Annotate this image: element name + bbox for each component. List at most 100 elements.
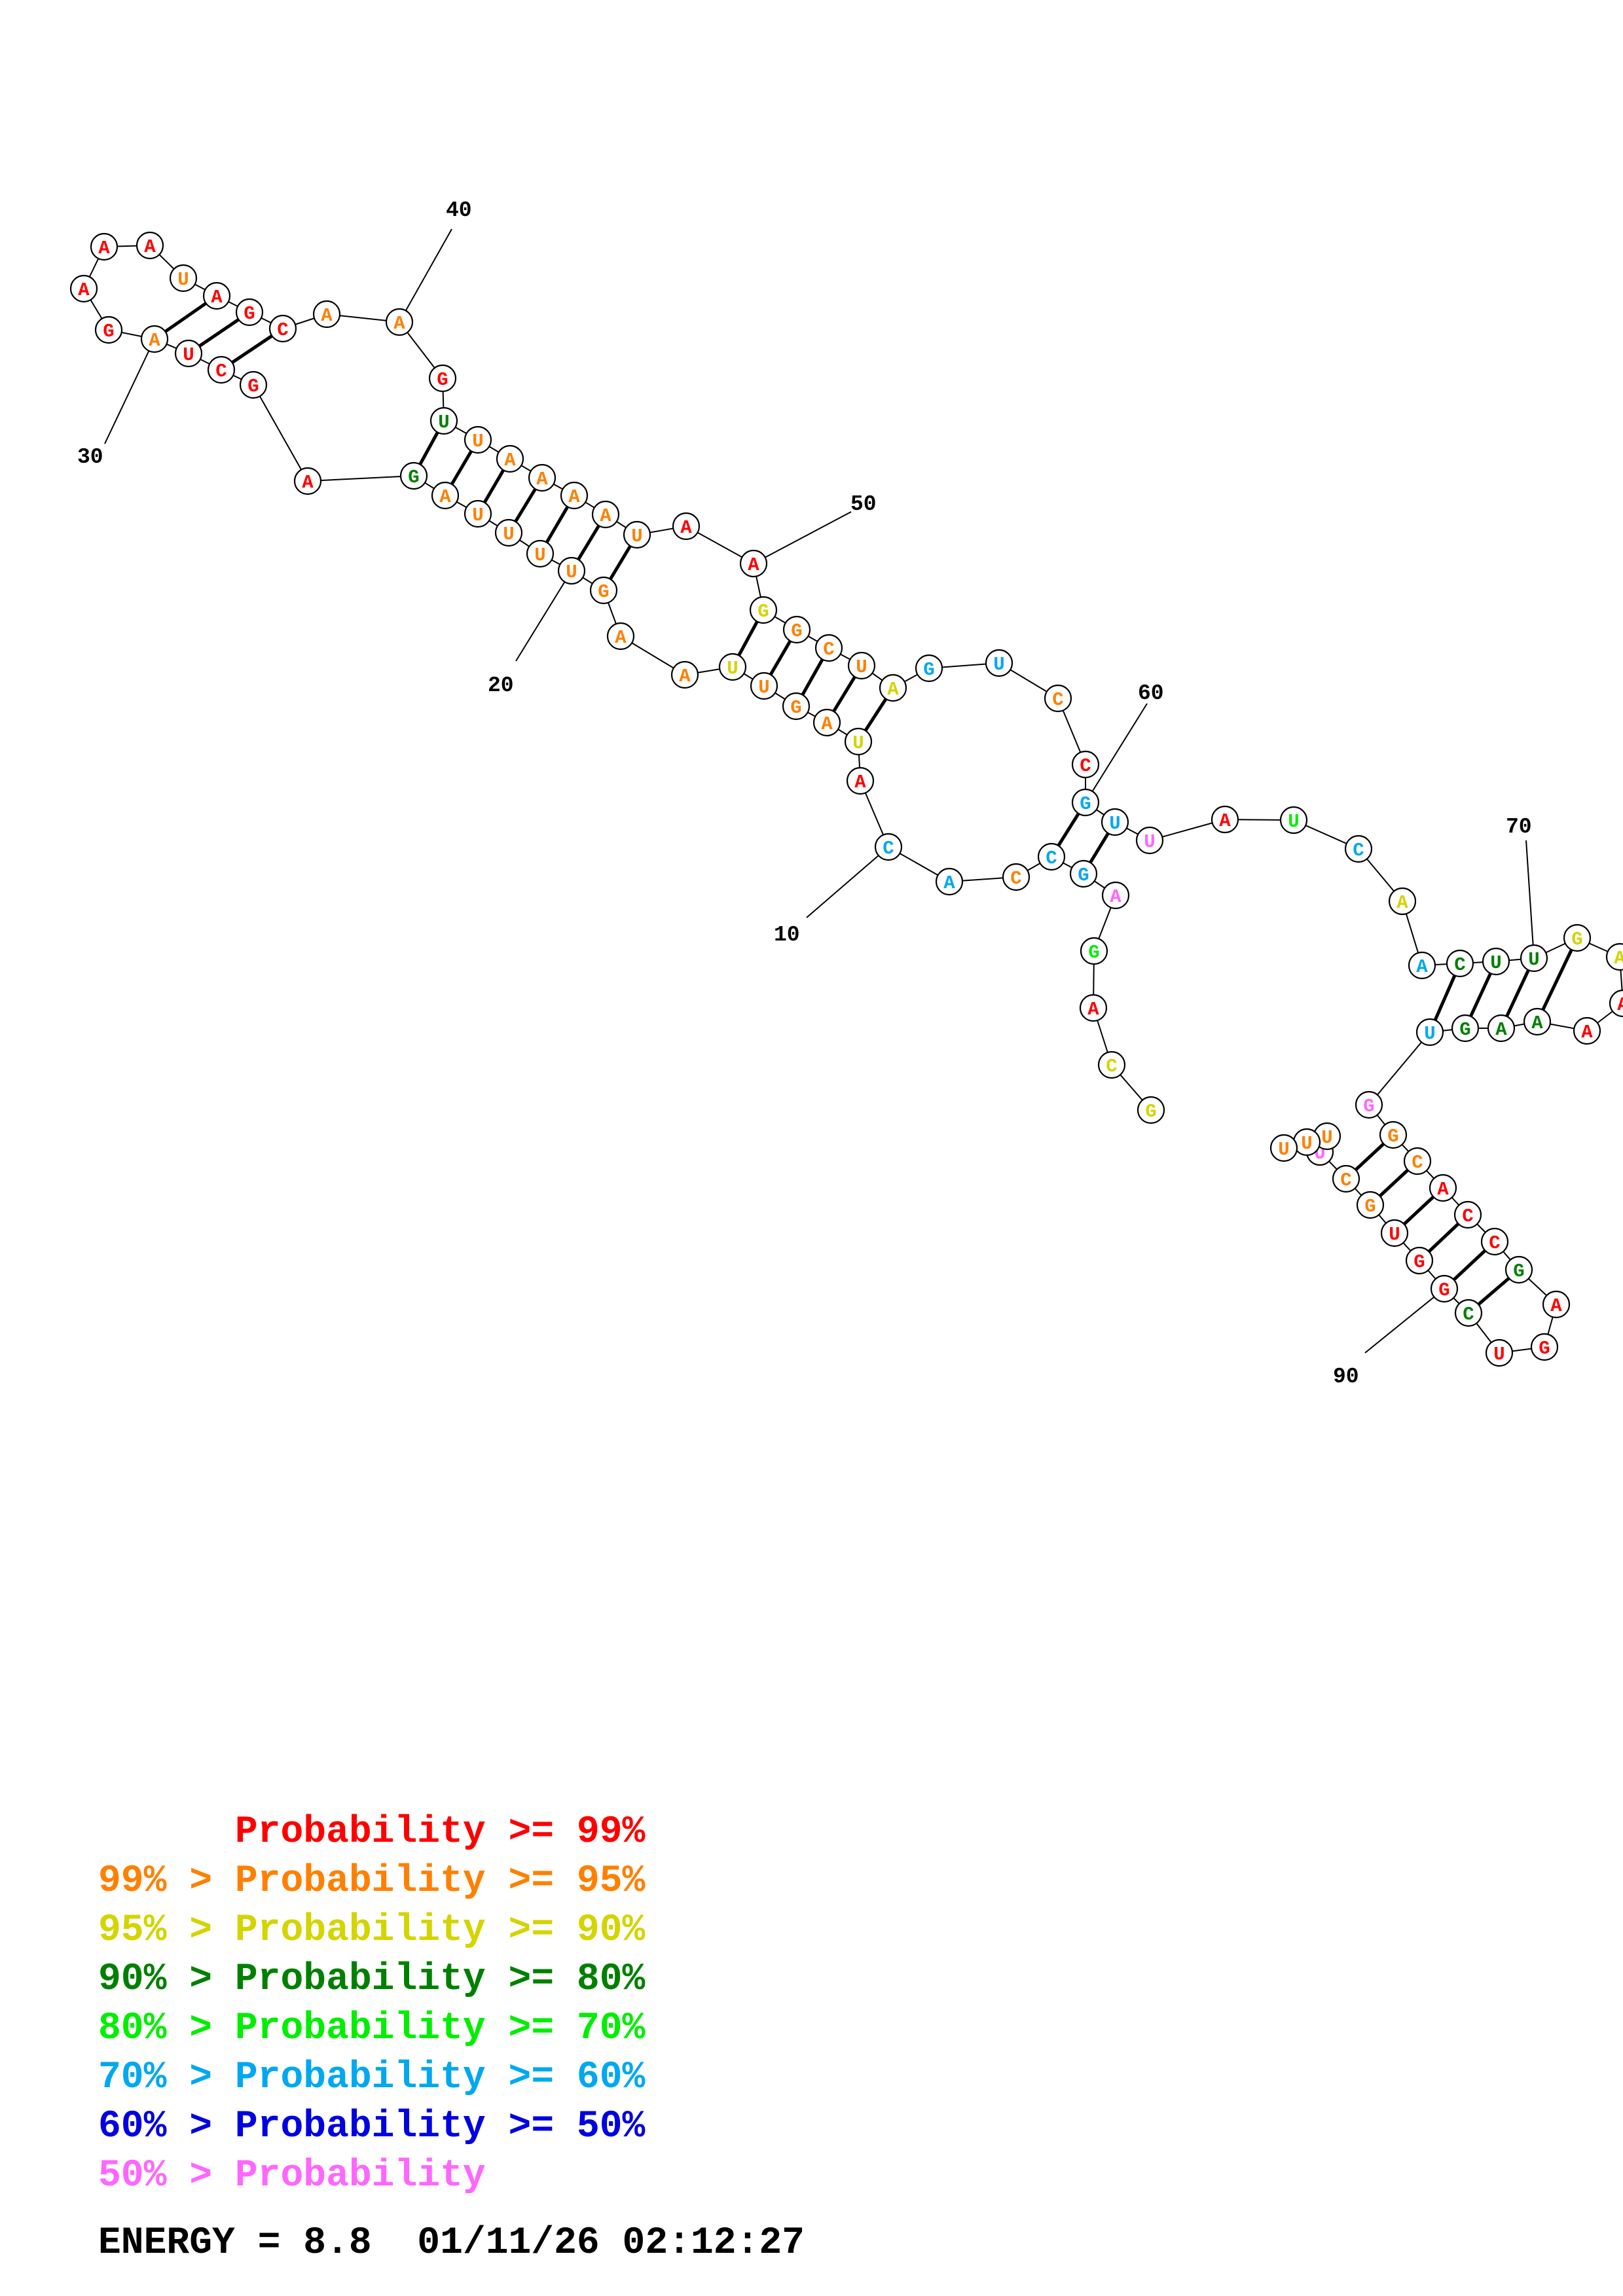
nucleotide-79: G xyxy=(1355,1090,1383,1119)
position-label-10: 10 xyxy=(774,923,800,947)
nucleotide-28: C xyxy=(207,355,236,384)
nucleotide-letter: U xyxy=(1389,1224,1400,1246)
nucleotide-7: C xyxy=(1037,842,1066,871)
nucleotide-circle xyxy=(1069,859,1098,888)
position-label-20: 20 xyxy=(488,673,514,698)
rna-secondary-structure: 10 20 30 40 50 60 70 90 GCAGAGCCACAUAGUU… xyxy=(69,198,1623,1389)
nucleotide-circle xyxy=(1542,1290,1571,1319)
nucleotide-17: A xyxy=(670,660,699,689)
nucleotide-62: U xyxy=(1135,826,1164,855)
nucleotide-circle xyxy=(1451,1014,1480,1043)
nucleotide-circle xyxy=(1405,1246,1434,1275)
position-label-90: 90 xyxy=(1333,1365,1359,1389)
nucleotide-letter: A xyxy=(144,236,156,258)
nucleotide-93: G xyxy=(1356,1191,1385,1219)
nucleotide-circle xyxy=(1135,826,1164,855)
nucleotide-letter: G xyxy=(757,601,769,622)
nucleotide-letter: U xyxy=(183,344,194,366)
nucleotide-circle xyxy=(557,556,586,585)
nucleotide-56: G xyxy=(915,654,943,683)
nucleotide-letter: A xyxy=(536,469,548,490)
nucleotide-5: A xyxy=(1101,881,1130,910)
nucleotide-1: G xyxy=(1137,1096,1165,1124)
nucleotide-letter: A xyxy=(149,330,160,351)
base-pair-layer xyxy=(153,294,1579,1314)
nucleotide-letter: C xyxy=(883,838,894,859)
nucleotide-circle xyxy=(239,370,268,399)
legend-row-p80: 90% > Probability >= 80% xyxy=(98,1955,645,2004)
nucleotide-35: U xyxy=(169,264,198,293)
nucleotide-letter: G xyxy=(1413,1251,1425,1273)
nucleotide-letter: C xyxy=(1046,848,1057,869)
nucleotide-circle xyxy=(1101,808,1129,836)
nucleotide-15: U xyxy=(750,672,778,700)
nucleotide-letter: G xyxy=(1080,793,1091,815)
nucleotide-circle xyxy=(1485,1338,1514,1367)
nucleotide-67: A xyxy=(1408,951,1436,980)
nucleotide-letter: G xyxy=(1145,1101,1156,1122)
nucleotide-letter: U xyxy=(852,732,864,754)
nucleotide-letter: A xyxy=(393,313,405,334)
nucleotide-circle xyxy=(589,576,618,605)
nucleotide-92: U xyxy=(1380,1219,1409,1247)
nucleotide-78: U xyxy=(1415,1018,1444,1047)
legend-text: Probability >= 50% xyxy=(234,2106,646,2148)
nucleotide-77: G xyxy=(1451,1014,1480,1043)
nucleotide-letter: A xyxy=(821,713,833,735)
nucleotide-circle xyxy=(464,425,492,454)
nucleotide-circle xyxy=(1379,1121,1408,1149)
nucleotide-circle xyxy=(812,708,841,737)
nucleotide-37: G xyxy=(235,298,264,327)
nucleotide-letter: U xyxy=(503,524,514,545)
nucleotide-circle xyxy=(69,274,98,303)
position-label-30: 30 xyxy=(77,445,103,469)
nucleotide-38: C xyxy=(268,314,297,343)
nucleotide-letter: G xyxy=(1078,865,1089,886)
nucleotide-circle xyxy=(464,499,492,528)
nucleotide-letter: G xyxy=(247,376,259,397)
probability-legend: Probability >= 99% 99% > Probability >= 9… xyxy=(98,1808,645,2200)
legend-prefix xyxy=(98,1811,235,1854)
nucleotide-letter: A xyxy=(943,872,955,894)
nucleotide-circle xyxy=(207,355,236,384)
nucleotide-circle xyxy=(1605,942,1623,971)
nucleotide-30: A xyxy=(140,325,169,353)
nucleotide-letter: A xyxy=(78,279,90,301)
nucleotide-letter: A xyxy=(854,772,866,793)
nucleotide-letter: G xyxy=(1387,1126,1398,1147)
nucleotide-letter: G xyxy=(244,303,255,325)
nucleotide-91: G xyxy=(1405,1246,1434,1275)
nucleotide-letter: A xyxy=(1531,1013,1543,1034)
legend-row-p60: 70% > Probability >= 60% xyxy=(98,2053,645,2102)
nucleotide-letter: U xyxy=(1109,813,1120,834)
nucleotide-letter: C xyxy=(1489,1232,1500,1254)
nucleotide-letter: A xyxy=(1437,1179,1449,1200)
nucleotide-2: C xyxy=(1097,1050,1126,1079)
nucleotide-circle xyxy=(1071,788,1100,817)
nucleotide-19: G xyxy=(589,576,618,605)
nucleotide-letter: A xyxy=(1219,810,1231,832)
nucleotide-33: A xyxy=(90,232,119,261)
legend-text: Probability xyxy=(234,2155,486,2197)
legend-row-p99: Probability >= 99% xyxy=(98,1808,646,1857)
nucleotide-circle xyxy=(1044,684,1072,713)
nucleotide-circle xyxy=(1530,1333,1559,1361)
legend-prefix: 60% > xyxy=(98,2106,235,2148)
legend-prefix: 80% > xyxy=(98,2007,235,2050)
nucleotide-64: U xyxy=(1279,806,1308,834)
nucleotide-circle xyxy=(1079,994,1108,1022)
nucleotide-letter: U xyxy=(856,656,867,678)
nucleotide-47: A xyxy=(591,500,620,529)
nucleotide-circle xyxy=(718,653,747,681)
nucleotide-43: U xyxy=(464,425,492,454)
energy-footer: ENERGY = 8.8 01/11/26 02:12:27 xyxy=(98,2222,805,2265)
nucleotide-8: C xyxy=(1002,863,1030,891)
nucleotide-94: C xyxy=(1332,1164,1360,1193)
nucleotide-letter: U xyxy=(1301,1133,1312,1155)
backbone-segment xyxy=(1368,1031,1431,1105)
nucleotide-circle xyxy=(140,325,169,353)
nucleotide-letter: U xyxy=(1424,1023,1435,1045)
tick-30 xyxy=(104,338,155,444)
nucleotide-letter: C xyxy=(1412,1152,1423,1174)
nucleotide-82: A xyxy=(1429,1174,1457,1202)
